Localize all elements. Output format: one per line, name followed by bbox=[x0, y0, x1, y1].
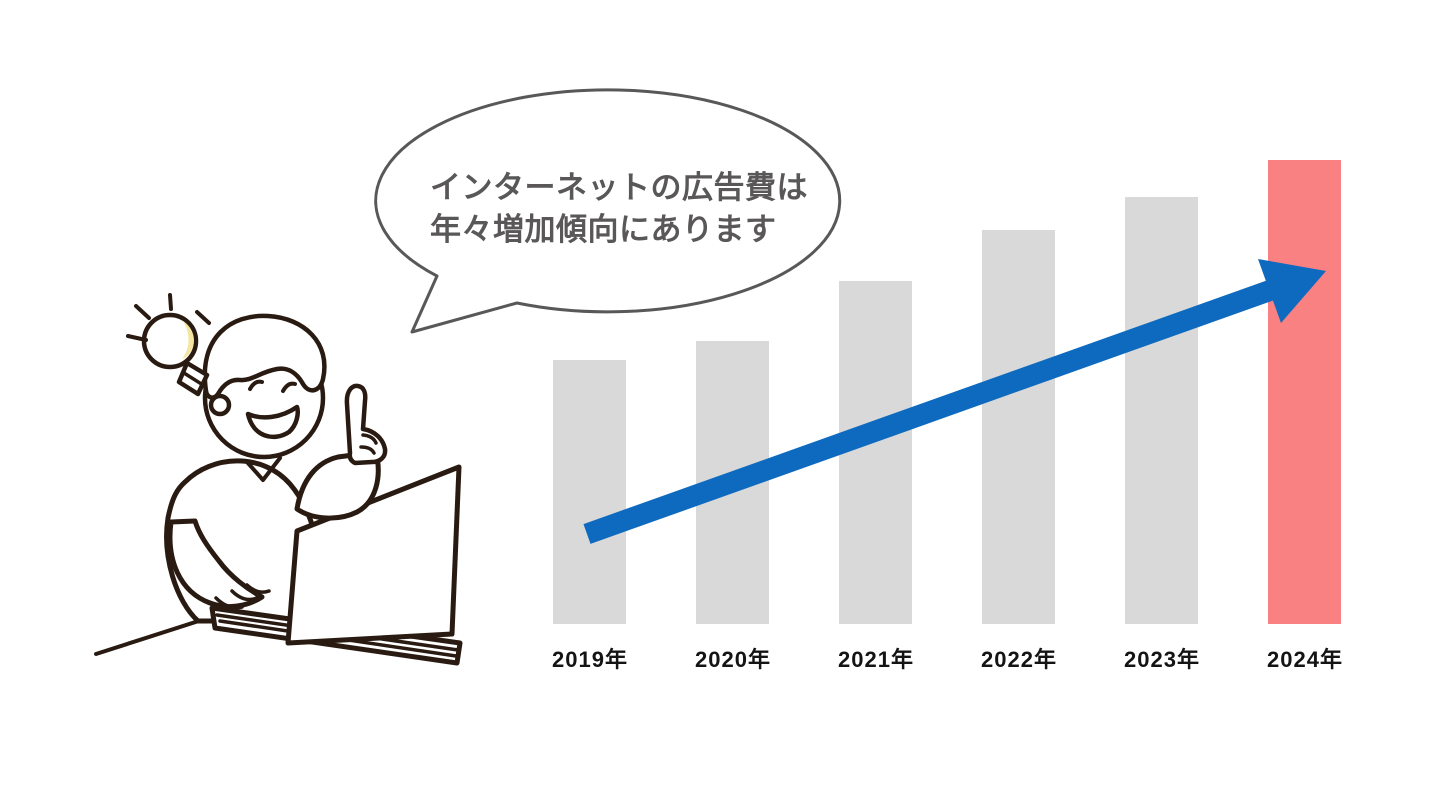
bulb-ray bbox=[134, 304, 151, 320]
chart-bar-2019年 bbox=[553, 360, 626, 624]
mouth bbox=[245, 404, 300, 440]
laptop bbox=[209, 464, 463, 666]
bulb-highlight bbox=[182, 321, 194, 359]
hand-knuckle bbox=[359, 445, 376, 455]
chart-bar-2024年 bbox=[1268, 160, 1341, 624]
person-hair bbox=[202, 313, 327, 400]
bulb-ray bbox=[168, 293, 173, 311]
pointing-hand bbox=[344, 383, 388, 466]
eye-left bbox=[248, 379, 264, 391]
bar-chart: 2019年 2020年 2021年 2022年 2023年 2024年 bbox=[552, 160, 1411, 684]
bulb-glass bbox=[141, 312, 199, 370]
speech-bubble-line1: インターネットの広告費は bbox=[430, 170, 808, 205]
speech-bubble-text: インターネットの広告費は 年々増加傾向にあります bbox=[430, 167, 850, 251]
bulb-ray bbox=[195, 310, 211, 325]
bulb-ray bbox=[126, 334, 148, 342]
axis-label-2024年: 2024年 bbox=[1267, 647, 1343, 672]
laptop-key-row bbox=[218, 619, 458, 658]
bulb-base bbox=[176, 360, 210, 397]
left-hand-finger bbox=[214, 596, 244, 610]
left-hand-finger bbox=[245, 583, 271, 594]
eye-right bbox=[281, 381, 297, 393]
person-body-group bbox=[164, 456, 326, 624]
ear bbox=[208, 393, 232, 417]
axis-label-2022年: 2022年 bbox=[981, 647, 1057, 672]
chart-bar-2023年 bbox=[1125, 197, 1198, 624]
axis-label-2020年: 2020年 bbox=[695, 647, 771, 672]
desk bbox=[94, 589, 294, 656]
lightbulb-icon bbox=[126, 293, 211, 397]
desk-line bbox=[94, 589, 294, 656]
speech-bubble-line2: 年々増加傾向にあります bbox=[430, 212, 777, 247]
hand-knuckle bbox=[361, 433, 378, 445]
chart-bar-2022年 bbox=[982, 230, 1055, 624]
person-right-sleeve bbox=[294, 449, 381, 521]
shirt-collar bbox=[245, 456, 282, 482]
person-left-arm-group bbox=[167, 518, 271, 610]
chart-bar-2020年 bbox=[696, 341, 769, 624]
person-left-arm bbox=[167, 518, 265, 610]
laptop-keyboard bbox=[209, 605, 463, 666]
person-right-arm-group bbox=[294, 383, 388, 521]
person-head bbox=[202, 336, 326, 460]
person-head-group bbox=[202, 313, 327, 460]
laptop-key-row bbox=[215, 613, 460, 652]
laptop-screen bbox=[285, 464, 462, 646]
axis-label-2021年: 2021年 bbox=[838, 647, 914, 672]
chart-bar-2021年 bbox=[839, 281, 912, 624]
left-hand-finger bbox=[230, 589, 259, 602]
person-body bbox=[164, 458, 326, 624]
axis-label-2019年: 2019年 bbox=[552, 647, 628, 672]
bulb-base-line bbox=[182, 371, 205, 387]
axis-label-2023年: 2023年 bbox=[1124, 647, 1200, 672]
